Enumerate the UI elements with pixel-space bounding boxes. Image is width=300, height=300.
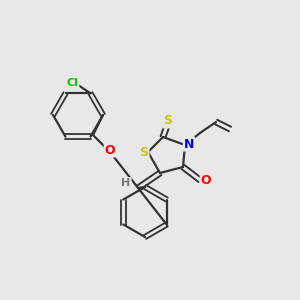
Text: S: S xyxy=(164,115,172,128)
Text: S: S xyxy=(140,146,148,158)
Text: O: O xyxy=(105,143,115,157)
Text: O: O xyxy=(201,173,211,187)
Text: H: H xyxy=(122,178,130,188)
Text: Cl: Cl xyxy=(67,78,78,88)
Text: N: N xyxy=(184,137,194,151)
